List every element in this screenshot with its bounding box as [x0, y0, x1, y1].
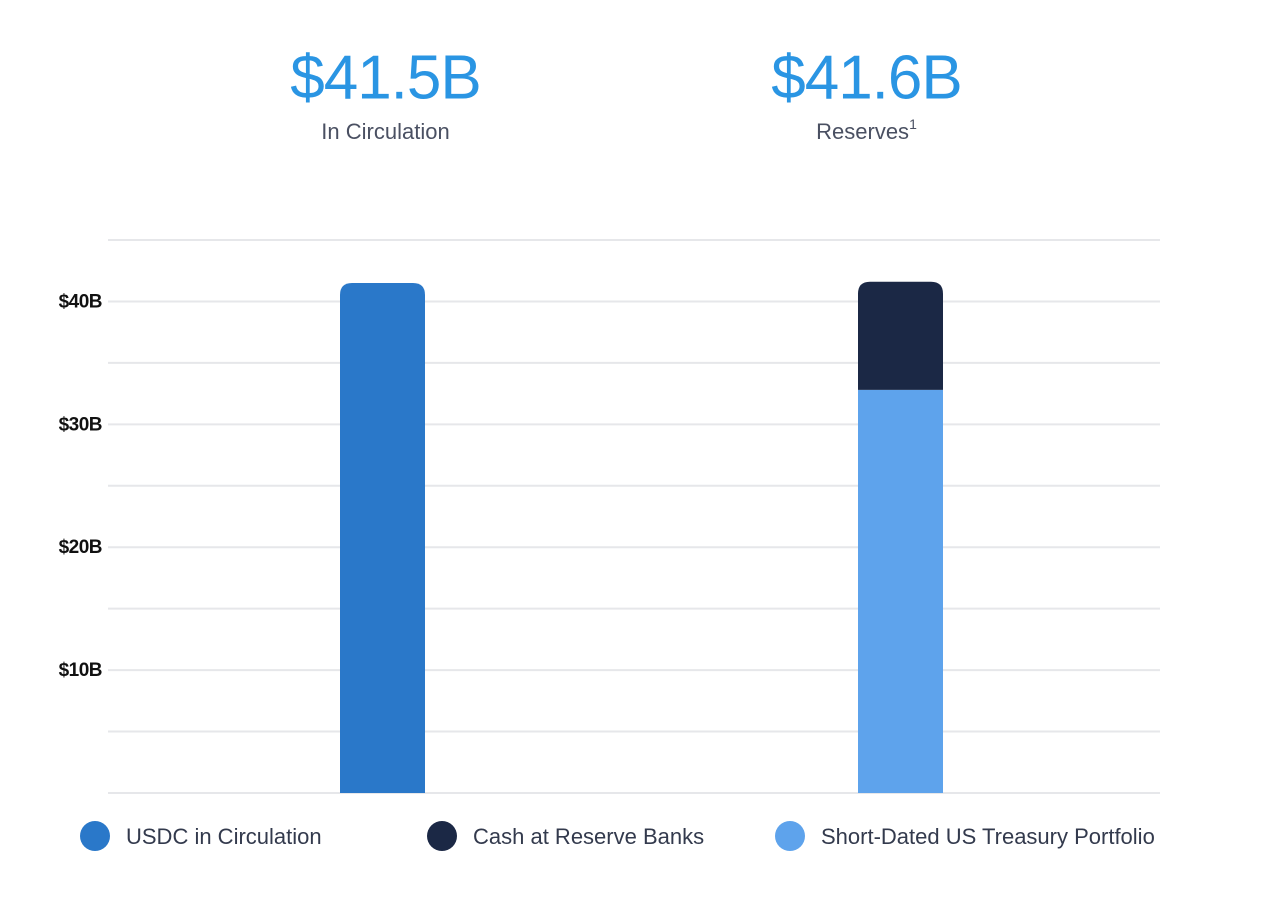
y-tick-label: $40B — [59, 291, 102, 312]
bar-segment — [858, 389, 943, 793]
headline-value: $41.6B — [771, 43, 962, 112]
legend-swatch — [775, 821, 805, 851]
legend-label: Short-Dated US Treasury Portfolio — [821, 824, 1155, 849]
y-tick-label: $10B — [59, 660, 102, 681]
category-label: In Circulation — [321, 119, 449, 144]
footnote-mark: 1 — [909, 116, 917, 132]
legend-swatch — [80, 821, 110, 851]
legend-swatch — [427, 821, 457, 851]
bar-segment — [858, 281, 943, 390]
category-name: Reserves — [816, 119, 909, 144]
legend-label: Cash at Reserve Banks — [473, 824, 704, 849]
category-label: Reserves1 — [816, 116, 917, 144]
y-tick-label: $30B — [59, 414, 102, 435]
category-name: In Circulation — [321, 119, 449, 144]
bar-segment — [340, 283, 425, 793]
headline-value: $41.5B — [290, 43, 481, 112]
legend-label: USDC in Circulation — [126, 824, 322, 849]
y-tick-label: $20B — [59, 537, 102, 558]
